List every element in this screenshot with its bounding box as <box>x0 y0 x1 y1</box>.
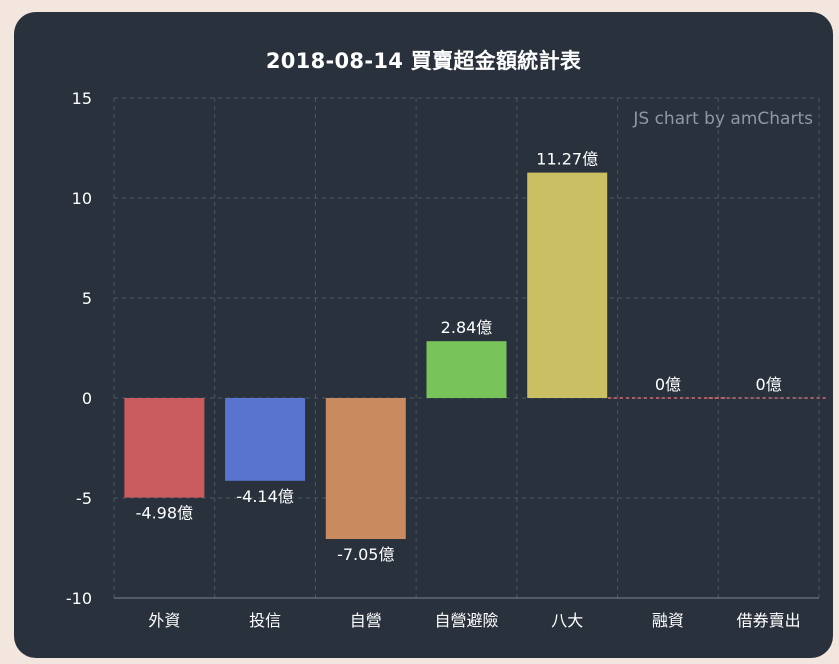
x-tick-label: 融資 <box>652 611 684 630</box>
x-tick-label: 自營 <box>350 611 382 630</box>
y-tick-label: -10 <box>66 589 92 608</box>
bar-5 <box>527 172 608 398</box>
chart-card: 2018-08-14 買賣超金額統計表 JS chart by amCharts… <box>14 12 833 658</box>
value-label: 0億 <box>655 375 681 394</box>
y-tick-label: -5 <box>76 489 92 508</box>
y-tick-label: 10 <box>72 189 92 208</box>
x-tick-label: 自營避險 <box>434 611 498 630</box>
value-label: -4.98億 <box>136 504 193 523</box>
x-tick-label: 外資 <box>148 611 180 630</box>
value-label: 11.27億 <box>536 150 598 169</box>
bar-2 <box>225 398 306 481</box>
y-tick-label: 0 <box>82 389 92 408</box>
bar-1 <box>124 398 205 498</box>
x-tick-label: 八大 <box>551 611 583 630</box>
chart-title: 2018-08-14 買賣超金額統計表 <box>265 49 582 73</box>
y-tick-label: 15 <box>72 89 92 108</box>
value-label: 0億 <box>756 375 782 394</box>
bar-3 <box>325 398 406 539</box>
x-tick-label: 投信 <box>249 611 281 630</box>
amcharts-credit-link[interactable]: JS chart by amCharts <box>633 109 813 129</box>
value-label: -7.05億 <box>337 545 394 564</box>
value-label: -4.14億 <box>236 487 293 506</box>
x-tick-label: 借券賣出 <box>737 611 801 630</box>
value-label: 2.84億 <box>441 318 493 337</box>
y-tick-label: 5 <box>82 289 92 308</box>
bar-4 <box>426 341 507 398</box>
